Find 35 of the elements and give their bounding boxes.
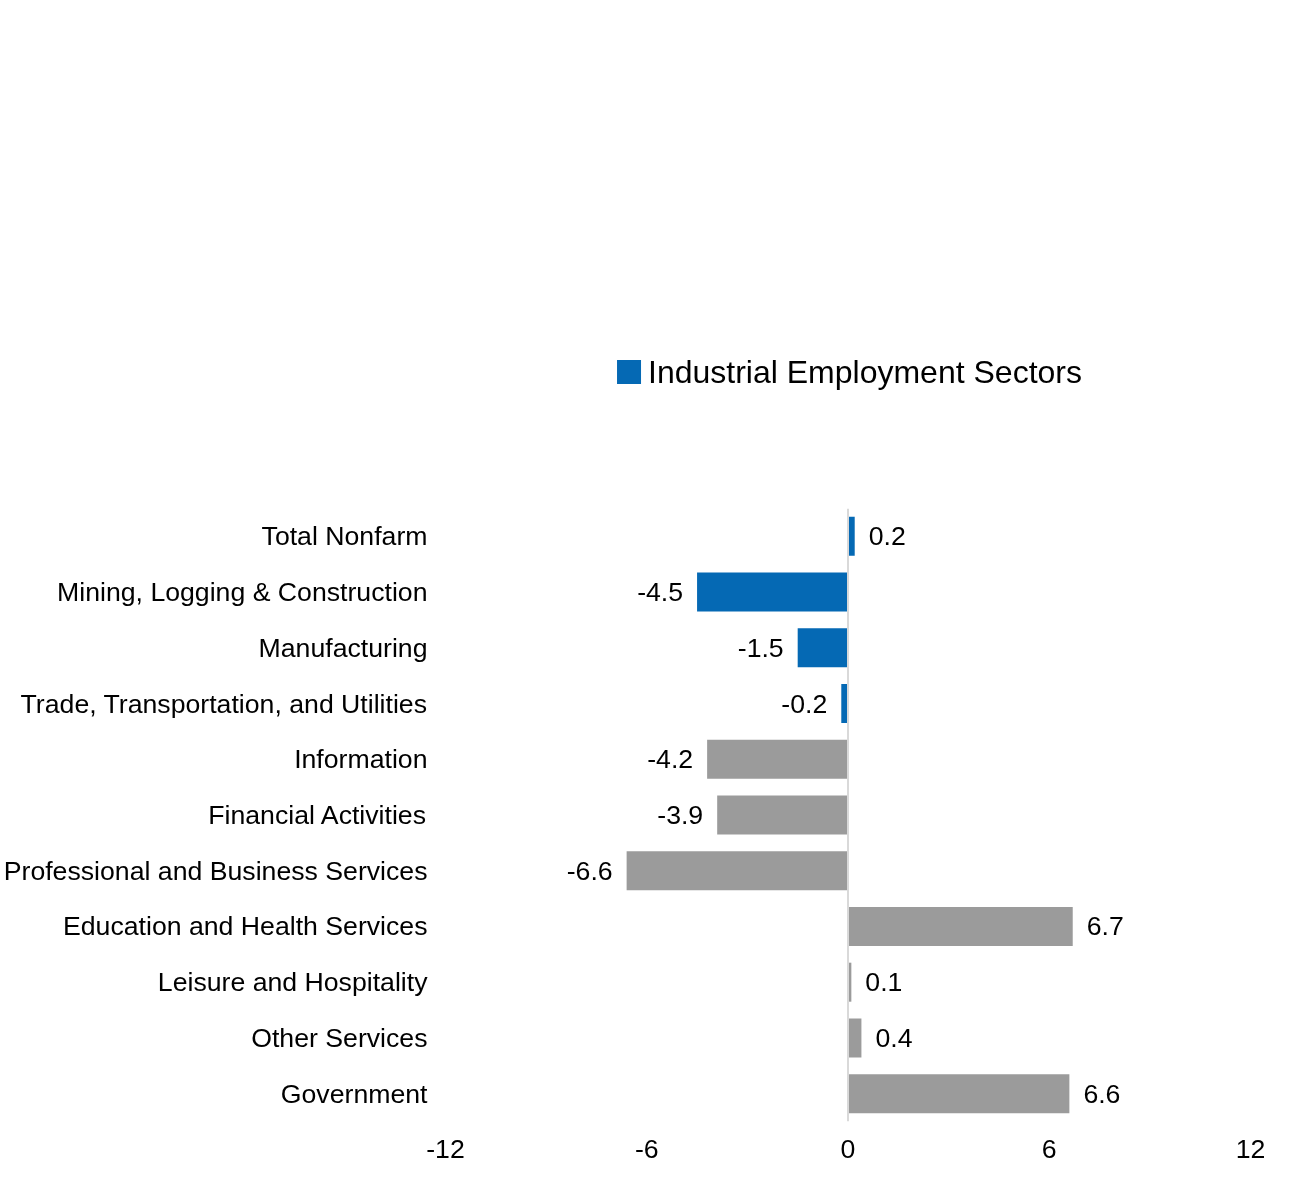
data-label: 0.2	[868, 521, 906, 552]
y-tick-label: Financial Activities	[208, 800, 427, 830]
y-tick-label: Mining, Logging & Construction	[57, 577, 428, 608]
y-tick-label: Leisure and Hospitality	[157, 967, 429, 998]
bar	[848, 906, 1073, 946]
bar	[697, 572, 848, 612]
data-label: 6.6	[1083, 1078, 1121, 1109]
x-tick-label: 12	[1235, 1133, 1266, 1164]
y-tick-label: Other Services	[251, 1022, 428, 1053]
data-label: -0.2	[781, 688, 828, 719]
x-tick-label: 6	[1041, 1133, 1057, 1164]
y-tick-label: Manufacturing	[258, 632, 428, 663]
y-tick-label: Trade, Transportation, and Utilities	[20, 688, 428, 719]
bar	[707, 739, 848, 779]
data-label: -4.2	[647, 744, 694, 775]
x-tick-label: -12	[426, 1133, 465, 1164]
legend-label: Industrial Employment Sectors	[648, 353, 1082, 391]
y-tick-label: Information	[294, 744, 428, 775]
data-label: 0.1	[865, 967, 903, 998]
y-tick-label: Total Nonfarm	[261, 521, 428, 552]
bar	[626, 851, 848, 891]
bar	[848, 1074, 1070, 1114]
data-label: -3.9	[657, 800, 704, 830]
data-label: -4.5	[637, 577, 684, 608]
bar	[717, 795, 848, 835]
x-tick-label: -6	[634, 1133, 659, 1164]
data-label: 6.7	[1086, 911, 1124, 942]
data-label: -1.5	[737, 632, 784, 663]
data-label: 0.4	[875, 1022, 913, 1053]
bar	[797, 628, 848, 668]
y-tick-label: Government	[280, 1078, 429, 1109]
data-label: -6.6	[566, 855, 613, 886]
x-tick-label: 0	[840, 1133, 856, 1164]
y-tick-label: Professional and Business Services	[3, 855, 428, 886]
y-tick-label: Education and Health Services	[62, 911, 428, 942]
